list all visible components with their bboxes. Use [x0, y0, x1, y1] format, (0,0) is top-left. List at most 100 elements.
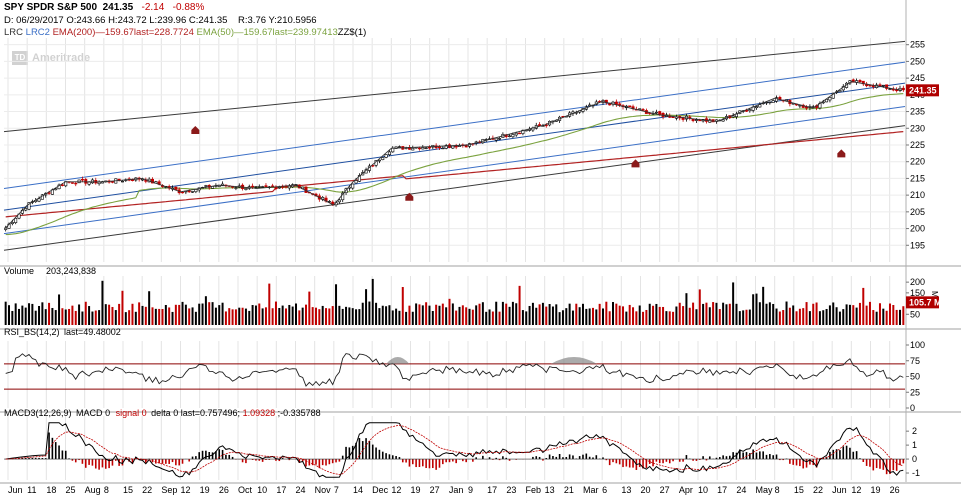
- macd-histogram-bar: [672, 459, 674, 462]
- study-ema200[interactable]: EMA(200): [52, 27, 96, 38]
- volume-bar: [325, 308, 328, 325]
- volume-bar: [525, 311, 528, 325]
- macd-zero-1: 0: [105, 408, 110, 418]
- macd-histogram-bar: [355, 442, 357, 460]
- macd-histogram-bar: [298, 459, 301, 463]
- macd-histogram-bar: [321, 459, 324, 466]
- macd-histogram-bar: [472, 459, 474, 462]
- volume-bar: [101, 280, 104, 325]
- volume-bar: [618, 305, 621, 325]
- macd-histogram-bar: [769, 454, 771, 460]
- volume-bar: [465, 307, 468, 325]
- volume-bar: [81, 311, 84, 325]
- macd-histogram-bar: [335, 459, 337, 463]
- volume-bar: [154, 308, 157, 325]
- volume-bar: [211, 302, 214, 325]
- volume-bar: [818, 311, 821, 325]
- volume-bar: [338, 305, 341, 325]
- price-tick-label: 245: [910, 73, 925, 83]
- volume-bar: [745, 309, 748, 325]
- ema50-line: [5, 93, 904, 236]
- macd-histogram-bar: [208, 452, 211, 460]
- macd-histogram-bar: [555, 456, 558, 460]
- time-tick-label: 20: [641, 485, 651, 495]
- volume-bar: [48, 302, 51, 325]
- volume-bar: [722, 302, 725, 325]
- volume-bar: [758, 302, 761, 325]
- macd-header: MACD3(12,26,9) MACD 0 signal 0 delta 0 l…: [4, 408, 321, 418]
- volume-bar: [224, 311, 227, 325]
- volume-bar: [528, 305, 531, 325]
- macd-histogram-bar: [398, 457, 401, 460]
- time-tick-label: 7: [334, 485, 339, 495]
- volume-bar: [418, 304, 421, 325]
- macd-histogram-bar: [31, 457, 34, 460]
- candle-body: [277, 186, 281, 189]
- candle-body: [828, 97, 832, 101]
- macd-histogram-bar: [351, 445, 354, 460]
- macd-histogram-bar: [809, 459, 811, 465]
- macd-histogram-bar: [84, 459, 87, 468]
- macd-histogram-bar: [378, 449, 381, 460]
- macd-histogram-bar: [875, 459, 878, 469]
- candle-body: [427, 146, 431, 149]
- macd-histogram-bar: [171, 459, 174, 463]
- volume-bar: [234, 309, 237, 325]
- candle-body: [891, 88, 895, 91]
- study-zigzag[interactable]: ZZ$(1): [337, 27, 367, 38]
- candle-body: [337, 199, 341, 203]
- volume-bar: [415, 303, 418, 325]
- volume-bar: [28, 303, 31, 325]
- volume-bar: [194, 311, 197, 325]
- candle-body: [384, 154, 388, 158]
- volume-bar: [34, 310, 37, 325]
- macd-histogram-bar: [802, 459, 805, 469]
- study-lrc2[interactable]: LRC2: [25, 27, 50, 38]
- volume-bar: [258, 303, 261, 325]
- candle-body: [70, 182, 74, 184]
- candle-body: [514, 132, 518, 136]
- volume-bar: [785, 301, 788, 325]
- volume-bar: [471, 309, 474, 325]
- candle-body: [451, 145, 455, 149]
- macd-histogram-bar: [548, 454, 551, 460]
- macd-histogram-bar: [74, 459, 77, 463]
- volume-bar: [398, 310, 401, 325]
- time-tick-label: 22: [142, 485, 152, 495]
- volume-bar: [118, 303, 121, 325]
- macd-histogram-bar: [401, 459, 404, 463]
- candle-body: [84, 179, 88, 184]
- macd-histogram-bar: [595, 455, 598, 460]
- volume-bar: [845, 304, 848, 325]
- candle-body: [785, 99, 789, 101]
- macd-histogram-bar: [268, 459, 271, 460]
- macd-histogram-bar: [161, 459, 164, 464]
- macd-histogram-bar: [662, 459, 664, 464]
- volume-last-label: 105.7 M: [909, 297, 942, 307]
- macd-histogram-bar: [381, 451, 384, 460]
- volume-bar: [8, 305, 11, 325]
- macd-histogram-bar: [612, 459, 614, 463]
- volume-bar: [825, 308, 828, 325]
- volume-bar: [124, 312, 127, 325]
- macd-histogram-bar: [408, 459, 411, 467]
- volume-bar: [191, 307, 194, 325]
- volume-bar: [38, 305, 41, 325]
- volume-bar: [445, 307, 448, 325]
- volume-tick-label: 200: [910, 277, 925, 287]
- candle-body: [744, 110, 748, 112]
- candle-body: [357, 175, 361, 182]
- macd-histogram-bar: [695, 459, 698, 461]
- study-lrc[interactable]: LRC: [4, 27, 24, 38]
- study-ema50[interactable]: EMA(50): [196, 27, 234, 38]
- volume-bar: [545, 306, 548, 325]
- last-price: 241.35: [102, 2, 134, 13]
- candle-body: [24, 208, 28, 211]
- last-price-box: [906, 84, 939, 97]
- macd-histogram-bar: [732, 452, 734, 460]
- bar-low: L:239.96: [149, 15, 187, 26]
- volume-bar: [605, 301, 608, 325]
- volume-bar: [892, 305, 895, 325]
- macd-histogram-bar: [749, 453, 751, 460]
- volume-bar: [271, 308, 274, 325]
